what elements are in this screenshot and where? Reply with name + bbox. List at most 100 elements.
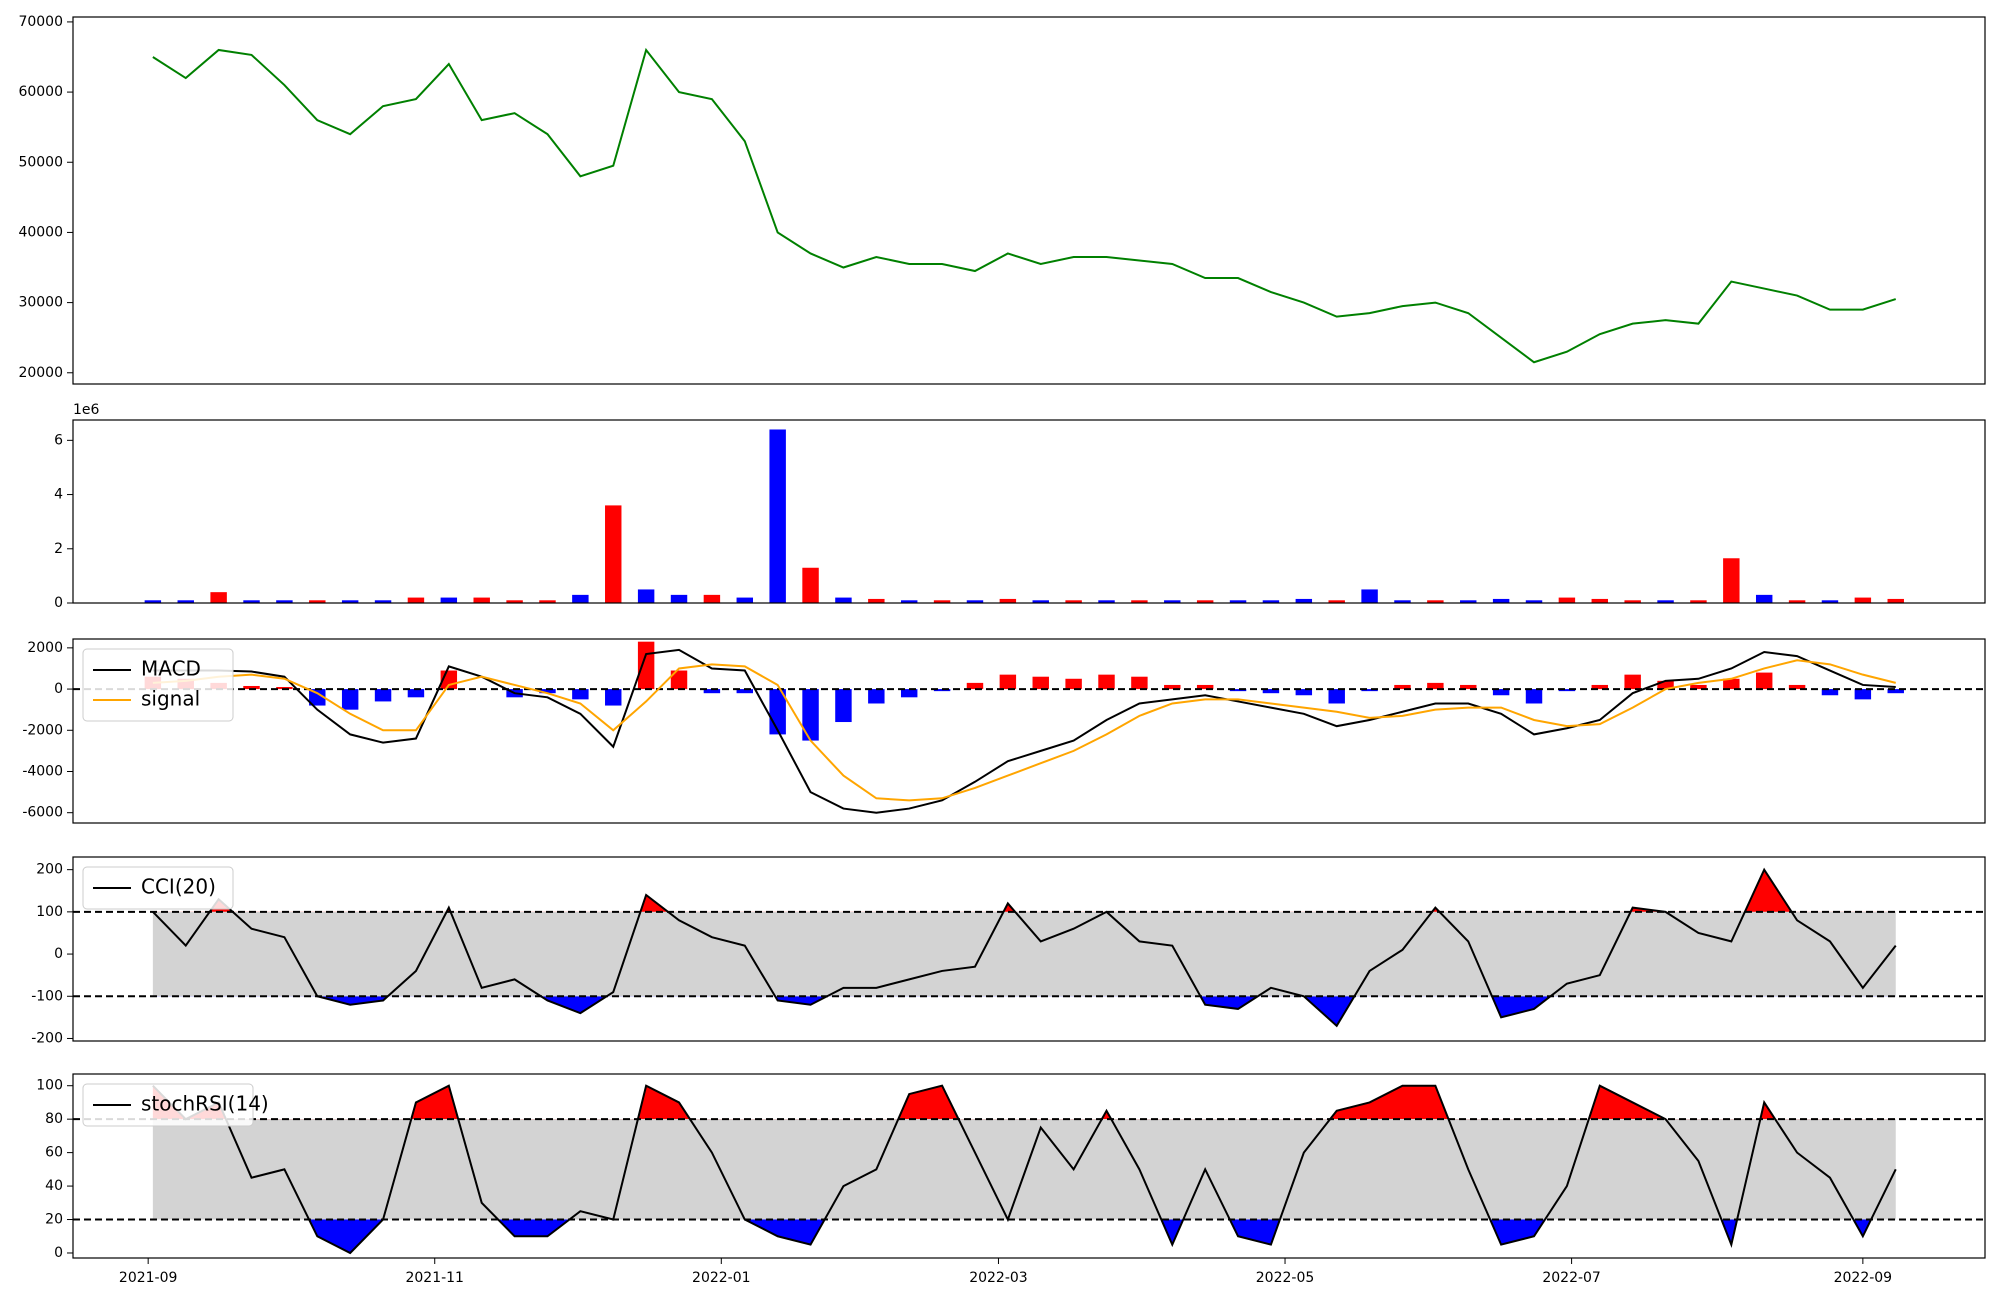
histogram-bar	[1295, 689, 1313, 696]
histogram-bar	[1525, 689, 1543, 704]
volume-bar	[1394, 600, 1411, 603]
volume-bar	[1328, 600, 1345, 603]
volume-bar	[1690, 600, 1707, 603]
y-tick-label: 6	[54, 432, 63, 448]
volume-bar	[1032, 600, 1049, 603]
histogram-bar	[1591, 684, 1609, 690]
volume-bar	[900, 600, 918, 603]
histogram-bar	[900, 689, 918, 698]
axis-offset-label: 1e6	[73, 402, 100, 418]
legend-label: stochRSI(14)	[141, 1092, 269, 1116]
volume-bar	[1098, 600, 1115, 603]
volume-bar	[243, 600, 260, 603]
oversold-fill	[152, 1219, 1896, 1253]
volume-bar	[1262, 600, 1280, 603]
histogram-bar	[670, 670, 688, 690]
volume-bar	[637, 589, 655, 603]
legend-label: MACD	[141, 657, 201, 681]
volume-bar	[1788, 600, 1806, 603]
y-tick-label: 30000	[18, 295, 63, 311]
volume-bar	[374, 600, 392, 603]
y-tick-label: 20000	[18, 365, 63, 381]
x-tick-label: 2021-09	[119, 1270, 178, 1286]
y-tick-label: 20	[45, 1212, 63, 1228]
volume-bar	[1196, 600, 1214, 603]
volume-bar	[802, 567, 819, 603]
y-tick-label: 50000	[18, 154, 63, 170]
y-tick-label: 40	[45, 1178, 63, 1194]
y-tick-label: 60	[45, 1145, 63, 1161]
volume-bar	[506, 600, 523, 603]
histogram-bar	[1460, 684, 1477, 690]
histogram-bar	[835, 689, 852, 723]
histogram-bar	[1887, 689, 1904, 694]
axes-frame	[72, 16, 1986, 385]
y-tick-label: -200	[31, 1030, 63, 1046]
volume-bar	[1361, 589, 1378, 603]
y-tick-label: 0	[54, 1245, 63, 1261]
volume-bar	[1295, 598, 1313, 603]
legend-label: signal	[141, 687, 200, 711]
volume-bar	[1821, 600, 1839, 603]
histogram-bar	[933, 689, 951, 692]
volume-bar	[1427, 600, 1444, 603]
volume-bar	[1492, 598, 1510, 603]
volume-bar	[769, 429, 786, 603]
volume-bar	[736, 597, 754, 603]
y-tick-label: -2000	[22, 722, 63, 738]
volume-bar	[1723, 558, 1740, 603]
x-tick-label: 2022-01	[692, 1270, 751, 1286]
volume-bar	[144, 600, 162, 603]
histogram-bar	[1229, 689, 1247, 692]
volume-bar	[341, 600, 359, 603]
series-line	[152, 1084, 1897, 1255]
legend-box	[82, 1083, 254, 1127]
histogram-bar	[802, 689, 819, 741]
axes-frame	[72, 1073, 1986, 1259]
volume-bar	[276, 600, 293, 603]
volume-bar	[1624, 600, 1641, 603]
histogram-bar	[1361, 689, 1378, 692]
axes-frame	[72, 638, 1986, 824]
histogram-bar	[1854, 689, 1872, 700]
volume-bar	[966, 600, 984, 603]
volume-bar	[868, 598, 885, 603]
volume-bar	[999, 598, 1017, 603]
series-line	[152, 47, 1897, 364]
legend-box	[82, 866, 234, 910]
volume-bar	[572, 594, 589, 603]
y-tick-label: 70000	[18, 14, 63, 30]
y-tick-label: 2	[54, 541, 63, 557]
y-tick-label: 80	[45, 1111, 63, 1127]
histogram-bar	[341, 689, 359, 710]
series-line	[152, 867, 1897, 1028]
volume-bar	[309, 600, 326, 603]
histogram-bar	[1755, 672, 1773, 690]
histogram-bar	[1164, 684, 1181, 690]
volume-bar	[539, 600, 556, 603]
volume-bar	[1229, 600, 1247, 603]
histogram-bar	[1821, 689, 1839, 696]
histogram-bar	[1131, 676, 1148, 690]
histogram-bar	[1394, 684, 1411, 690]
volume-bar	[1558, 597, 1576, 603]
y-tick-label: 0	[54, 681, 63, 697]
x-tick-label: 2022-09	[1834, 1270, 1893, 1286]
volume-bar	[1525, 600, 1543, 603]
y-tick-label: 200	[36, 862, 63, 878]
y-tick-label: 4	[54, 487, 63, 503]
series-line	[152, 648, 1896, 814]
oversold-fill	[317, 996, 1551, 1026]
volume-bar	[1854, 597, 1872, 603]
histogram-bar	[637, 641, 655, 690]
y-tick-label: -100	[31, 988, 63, 1004]
volume-bar	[933, 600, 951, 603]
y-tick-label: 100	[36, 1078, 63, 1094]
volume-bar	[1887, 598, 1904, 603]
volume-bar	[407, 597, 425, 603]
legend-label: CCI(20)	[141, 875, 216, 899]
volume-bar	[1591, 598, 1609, 603]
x-tick-label: 2022-05	[1256, 1270, 1315, 1286]
